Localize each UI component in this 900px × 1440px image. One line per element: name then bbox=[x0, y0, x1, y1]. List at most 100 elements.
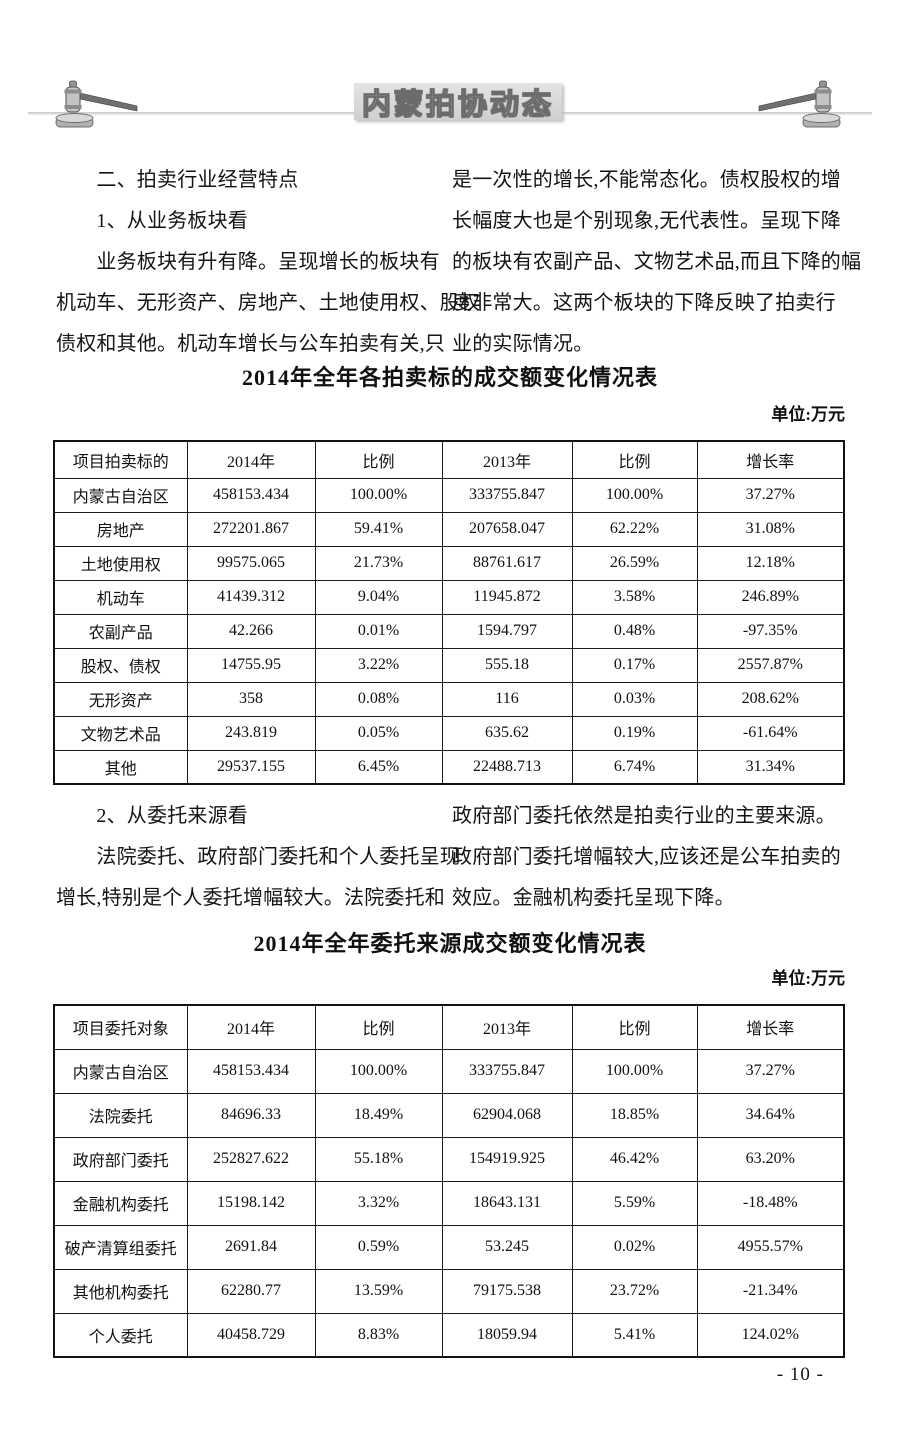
table-row: 内蒙古自治区 458153.434 100.00% 333755.847 100.00%… bbox=[53, 1048, 845, 1094]
table-row: 其他 29537.155 6.45% 22488.713 6.74% 31.34% bbox=[53, 749, 845, 785]
body-text-column-left: 二、拍卖行业经营特点 1、从业务板块看 业务板块有升有降。呈现增长的板块有 机动车… bbox=[56, 160, 480, 365]
table-cell: 15198.142 bbox=[186, 1180, 316, 1226]
table-cell: 无形资产 bbox=[53, 681, 188, 717]
table-cell: 124.02% bbox=[696, 1312, 845, 1358]
table-cell: 3.22% bbox=[314, 647, 443, 683]
table-cell: 99575.065 bbox=[186, 545, 316, 581]
text-line: 是一次性的增长,不能常态化。债权股权的增 bbox=[452, 169, 841, 191]
table-cell: -97.35% bbox=[696, 613, 845, 649]
body-text-column-right: 是一次性的增长,不能常态化。债权股权的增 长幅度大也是个别现象,无代表性。呈现下降… bbox=[452, 160, 862, 365]
table-cell: 252827.622 bbox=[186, 1136, 316, 1182]
table-cell: -18.48% bbox=[696, 1180, 845, 1226]
table-cell: 法院委托 bbox=[53, 1092, 188, 1138]
text-line: 业务板块有升有降。呈现增长的板块有 bbox=[56, 251, 440, 273]
table-cell: 0.17% bbox=[571, 647, 698, 683]
table-row: 个人委托 40458.729 8.83% 18059.94 5.41% 124.02% bbox=[53, 1312, 845, 1358]
table-cell: 333755.847 bbox=[441, 477, 573, 513]
table-cell: 其他 bbox=[53, 749, 188, 785]
table-cell: 18.85% bbox=[571, 1092, 698, 1138]
text-line: 债权和其他。机动车增长与公车拍卖有关,只 bbox=[56, 333, 445, 355]
table-row: 政府部门委托 252827.622 55.18% 154919.925 46.42% 63… bbox=[53, 1136, 845, 1182]
table-cell: 内蒙古自治区 bbox=[53, 477, 188, 513]
table-cell: 金融机构委托 bbox=[53, 1180, 188, 1226]
table-cell: 0.01% bbox=[314, 613, 443, 649]
column-header: 项目委托对象 bbox=[53, 1004, 188, 1050]
column-header: 比例 bbox=[571, 440, 698, 479]
table-cell: 0.03% bbox=[571, 681, 698, 717]
table-row: 内蒙古自治区 458153.434 100.00% 333755.847 100.00%… bbox=[53, 477, 845, 513]
table-cell: 机动车 bbox=[53, 579, 188, 615]
table-cell: 2691.84 bbox=[186, 1224, 316, 1270]
table-cell: 18.49% bbox=[314, 1092, 443, 1138]
table-cell: 243.819 bbox=[186, 715, 316, 751]
table-cell: 34.64% bbox=[696, 1092, 845, 1138]
header-row: 项目委托对象 2014年 比例 2013年 比例 增长率 bbox=[53, 1004, 845, 1050]
table-row: 其他机构委托 62280.77 13.59% 79175.538 23.72% -21.3… bbox=[53, 1268, 845, 1314]
column-header: 比例 bbox=[314, 1004, 443, 1050]
table-row: 股权、债权 14755.95 3.22% 555.18 0.17% 2557.87% bbox=[53, 647, 845, 683]
table-cell: 6.74% bbox=[571, 749, 698, 785]
table-cell: 8.83% bbox=[314, 1312, 443, 1358]
table-row: 金融机构委托 15198.142 3.32% 18643.131 5.59% -18.48… bbox=[53, 1180, 845, 1226]
table-cell: 6.45% bbox=[314, 749, 443, 785]
table-cell: 272201.867 bbox=[186, 511, 316, 547]
column-header: 2014年 bbox=[186, 1004, 316, 1050]
table-cell: 358 bbox=[186, 681, 316, 717]
header-row: 项目拍卖标的 2014年 比例 2013年 比例 增长率 bbox=[53, 440, 845, 479]
table-cell: 40458.729 bbox=[186, 1312, 316, 1358]
table-cell: 207658.047 bbox=[441, 511, 573, 547]
table-row: 机动车 41439.312 9.04% 11945.872 3.58% 246.89% bbox=[53, 579, 845, 615]
table-cell: 破产清算组委托 bbox=[53, 1224, 188, 1270]
body-text-column-left: 2、从委托来源看 法院委托、政府部门委托和个人委托呈现 增长,特别是个人委托增幅较… bbox=[56, 796, 460, 919]
table1-title: 2014年全年各拍卖标的成交额变化情况表 bbox=[241, 365, 658, 390]
table-cell: 458153.434 bbox=[186, 1048, 316, 1094]
table-cell: 29537.155 bbox=[186, 749, 316, 785]
text-line: 效应。金融机构委托呈现下降。 bbox=[452, 887, 735, 909]
column-header: 项目拍卖标的 bbox=[53, 440, 188, 479]
table-cell: 14755.95 bbox=[186, 647, 316, 683]
table-cell: 116 bbox=[441, 681, 573, 717]
column-header: 比例 bbox=[314, 440, 443, 479]
auction-targets-table: 项目拍卖标的 2014年 比例 2013年 比例 增长率 内蒙古自治区 458153.434 1… bbox=[53, 440, 845, 785]
gavel-icon bbox=[55, 80, 138, 128]
table-cell: 0.19% bbox=[571, 715, 698, 751]
table-cell: 个人委托 bbox=[53, 1312, 188, 1358]
table-cell: 37.27% bbox=[696, 477, 845, 513]
column-header: 2013年 bbox=[441, 1004, 573, 1050]
table-cell: 458153.434 bbox=[186, 477, 316, 513]
table-cell: 555.18 bbox=[441, 647, 573, 683]
table-cell: 37.27% bbox=[696, 1048, 845, 1094]
table-cell: 84696.33 bbox=[186, 1092, 316, 1138]
table-cell: 26.59% bbox=[571, 545, 698, 581]
table-cell: 文物艺术品 bbox=[53, 715, 188, 751]
table-cell: 46.42% bbox=[571, 1136, 698, 1182]
table-cell: 31.34% bbox=[696, 749, 845, 785]
table-cell: 0.08% bbox=[314, 681, 443, 717]
table-cell: 23.72% bbox=[571, 1268, 698, 1314]
text-line: 长幅度大也是个别现象,无代表性。呈现下降 bbox=[452, 210, 841, 232]
text-line: 政府部门委托依然是拍卖行业的主要来源。 bbox=[452, 805, 836, 827]
text-line: 1、从业务板块看 bbox=[56, 210, 248, 232]
table-cell: 5.41% bbox=[571, 1312, 698, 1358]
column-header: 2014年 bbox=[186, 440, 316, 479]
table-cell: 333755.847 bbox=[441, 1048, 573, 1094]
table-cell: 22488.713 bbox=[441, 749, 573, 785]
table-row: 破产清算组委托 2691.84 0.59% 53.245 0.02% 4955.57% bbox=[53, 1224, 845, 1270]
table-cell: 41439.312 bbox=[186, 579, 316, 615]
text-line: 增长,特别是个人委托增幅较大。法院委托和 bbox=[56, 887, 445, 909]
table-cell: 246.89% bbox=[696, 579, 845, 615]
text-line: 度非常大。这两个板块的下降反映了拍卖行 bbox=[452, 292, 836, 314]
text-line: 2、从委托来源看 bbox=[56, 805, 248, 827]
table-cell: 208.62% bbox=[696, 681, 845, 717]
gavel-icon bbox=[758, 80, 841, 128]
table-row: 文物艺术品 243.819 0.05% 635.62 0.19% -61.64% bbox=[53, 715, 845, 751]
page-number: - 10 - bbox=[776, 1364, 824, 1385]
table-cell: 股权、债权 bbox=[53, 647, 188, 683]
table-row: 房地产 272201.867 59.41% 207658.047 62.22% 31.08… bbox=[53, 511, 845, 547]
text-line: 的板块有农副产品、文物艺术品,而且下降的幅 bbox=[452, 251, 862, 273]
table-cell: 农副产品 bbox=[53, 613, 188, 649]
table-cell: 100.00% bbox=[571, 477, 698, 513]
entrust-sources-table: 项目委托对象 2014年 比例 2013年 比例 增长率 内蒙古自治区 458153.434 1… bbox=[53, 1004, 845, 1358]
table2-title: 2014年全年委托来源成交额变化情况表 bbox=[253, 931, 647, 956]
